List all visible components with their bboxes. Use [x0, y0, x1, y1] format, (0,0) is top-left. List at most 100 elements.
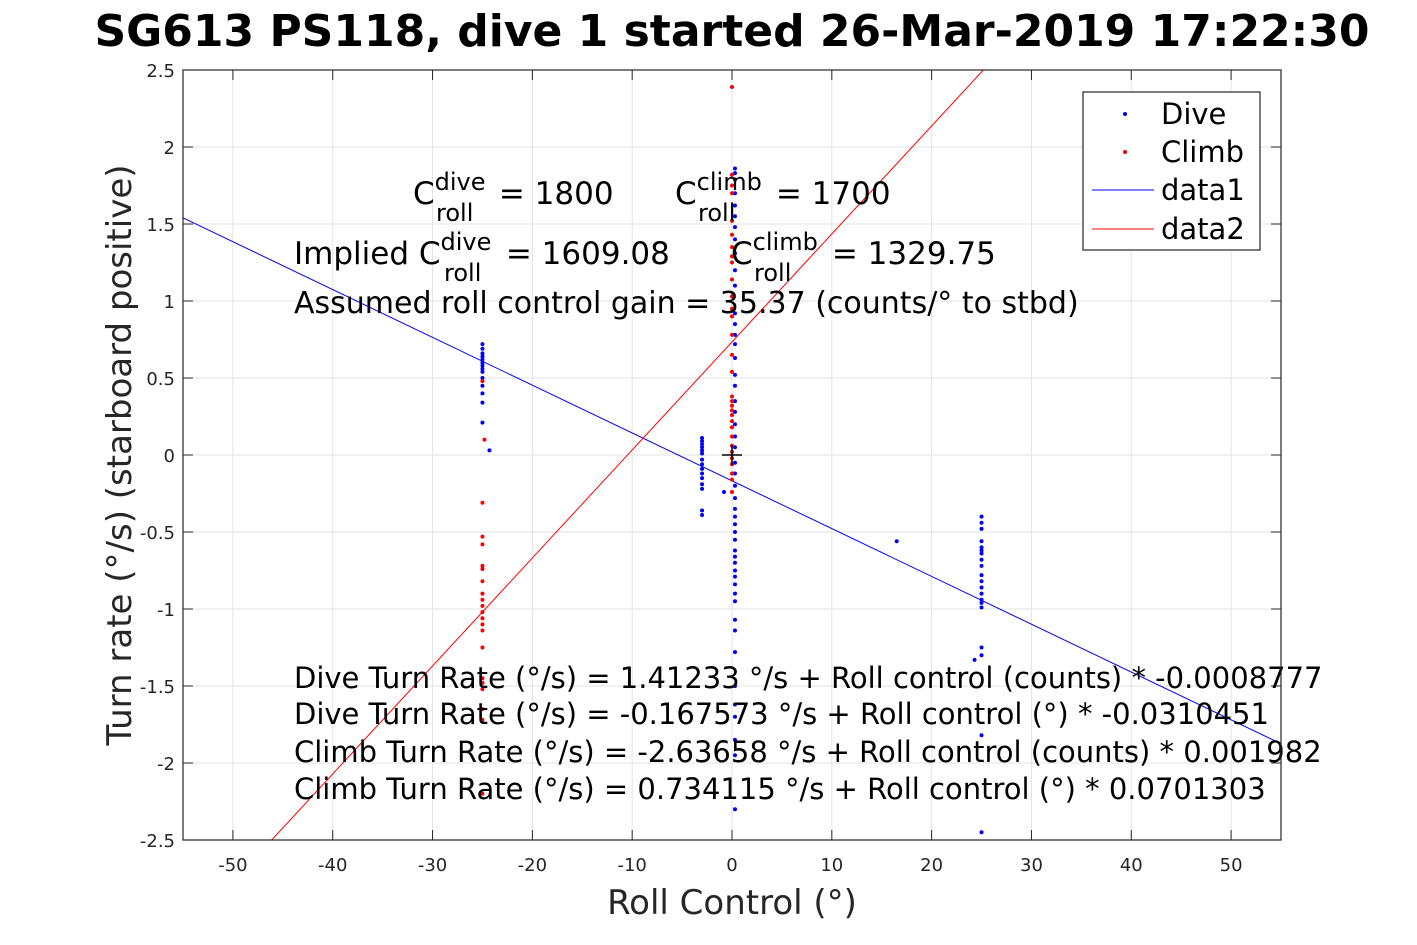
- dive-point: [480, 342, 485, 347]
- roll-control-gain-annotation: Assumed roll control gain = 35.37 (count…: [294, 286, 1079, 321]
- x-tick-label: 20: [920, 855, 943, 876]
- dive-point: [732, 599, 737, 604]
- dive-point: [700, 508, 705, 513]
- dive-point: [732, 422, 737, 427]
- dive-point: [480, 346, 485, 351]
- climb-point: [480, 591, 485, 596]
- dive-point: [732, 383, 737, 388]
- dive-point: [480, 363, 485, 368]
- y-tick-label: -1: [157, 600, 175, 621]
- dive-point: [732, 251, 737, 256]
- climb-point: [730, 434, 734, 439]
- x-tick-label: -20: [518, 855, 547, 876]
- c-roll-climb-sup: climb: [697, 168, 762, 196]
- climb-point: [480, 687, 485, 692]
- dive-point: [732, 530, 737, 534]
- dive-point: [732, 702, 737, 707]
- implied-climb-sup: climb: [753, 228, 818, 256]
- dive-point: [979, 733, 984, 738]
- dive-point: [894, 539, 899, 544]
- climb-point: [480, 563, 485, 568]
- dive-point: [732, 283, 737, 288]
- climb-point: [480, 676, 485, 681]
- climb-point: [730, 172, 734, 177]
- dive-point: [979, 573, 984, 578]
- c-roll-dive-sub: roll: [436, 199, 473, 227]
- dive-point: [732, 514, 737, 519]
- dive-point: [480, 354, 485, 359]
- dive-point: [732, 560, 737, 565]
- dive-point: [979, 585, 984, 590]
- climb-point: [730, 412, 734, 417]
- dive-point: [700, 462, 705, 467]
- dive-point: [700, 482, 705, 487]
- x-tick-label: 40: [1120, 855, 1143, 876]
- dive-point: [700, 457, 705, 462]
- x-axis-label: Roll Control (°): [607, 883, 857, 923]
- dive-point: [732, 399, 737, 404]
- climb-point: [730, 254, 734, 259]
- climb-point: [480, 534, 485, 539]
- dive-point: [979, 597, 984, 602]
- climb-point: [480, 791, 485, 796]
- y-tick-label: 2: [164, 138, 175, 159]
- dive-point: [480, 360, 485, 365]
- x-tick-label: 10: [820, 855, 843, 876]
- dive-point: [732, 628, 737, 633]
- dive-point: [732, 460, 737, 465]
- implied-c-roll-dive-annotation: Implied Cdive roll = 1609.08: [294, 228, 670, 287]
- y-tick-label: 0: [164, 446, 175, 467]
- dive-point: [700, 476, 705, 481]
- dive-point: [732, 554, 737, 559]
- dive-point: [979, 526, 984, 531]
- legend-label-climb: Climb: [1161, 135, 1244, 169]
- dive-point: [732, 355, 737, 360]
- dive-point: [732, 434, 737, 439]
- climb-point: [480, 597, 485, 602]
- legend: Dive Climb data1 data2: [1082, 91, 1261, 251]
- c-roll-dive-base: C: [413, 176, 435, 212]
- dive-point: [732, 650, 737, 655]
- y-tick-label: -0.5: [140, 523, 175, 544]
- dive-point: [487, 448, 492, 453]
- climb-point: [730, 277, 734, 282]
- climb-point: [730, 245, 734, 250]
- climb-point: [482, 437, 487, 442]
- climb-point: [730, 394, 734, 399]
- implied-dive-value: = 1609.08: [496, 236, 670, 272]
- dive-point: [979, 653, 984, 658]
- climb-point: [730, 232, 734, 237]
- x-tick-label: 50: [1220, 855, 1243, 876]
- dive-point: [979, 545, 984, 550]
- equation-climb-degrees: Climb Turn Rate (°/s) = 0.734115 °/s + R…: [294, 772, 1266, 806]
- dive-point: [732, 496, 737, 501]
- legend-label-data2: data2: [1161, 212, 1245, 246]
- dive-point: [979, 600, 984, 605]
- climb-point: [730, 399, 734, 404]
- dive-point: [480, 357, 485, 362]
- dive-point: [732, 753, 737, 758]
- x-tick-label: -30: [418, 855, 447, 876]
- equation-climb-counts: Climb Turn Rate (°/s) = -2.63658 °/s + R…: [294, 735, 1322, 769]
- climb-point: [480, 680, 485, 685]
- climb-point: [730, 403, 734, 408]
- climb-point: [730, 419, 734, 424]
- scatter-points: [480, 84, 984, 835]
- dive-point: [732, 203, 737, 208]
- c-roll-climb-sub: roll: [698, 199, 735, 227]
- dive-point: [480, 369, 485, 374]
- climb-point: [480, 717, 485, 722]
- climb-point: [480, 603, 485, 608]
- climb-point: [480, 566, 485, 571]
- dive-point: [979, 579, 984, 584]
- dive-point: [732, 311, 737, 316]
- dive-point: [732, 617, 737, 622]
- climb-point: [730, 332, 734, 337]
- dive-point: [732, 166, 737, 171]
- dive-point: [979, 539, 984, 544]
- climb-point: [730, 314, 734, 319]
- dive-point: [700, 451, 705, 456]
- dive-point: [732, 568, 737, 573]
- dive-point: [979, 520, 984, 525]
